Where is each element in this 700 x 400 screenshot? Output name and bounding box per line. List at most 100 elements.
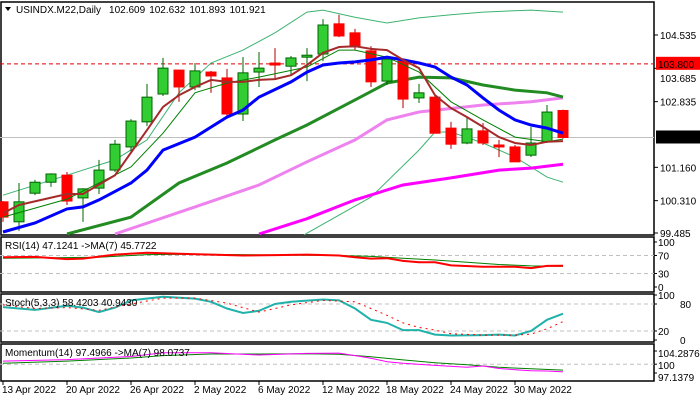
bullish-candle-body — [13, 201, 25, 223]
momentum-tick-label: 104.2876 — [658, 349, 700, 360]
stoch-plot — [0, 295, 654, 337]
candle[interactable] — [253, 52, 265, 87]
candle[interactable] — [557, 109, 569, 139]
candle[interactable] — [93, 159, 105, 194]
candle[interactable] — [525, 126, 537, 158]
candle[interactable] — [445, 121, 457, 149]
open-value: 102.609 — [109, 5, 146, 16]
stoch-tick-label: 100 — [658, 291, 675, 302]
candle[interactable] — [45, 173, 57, 187]
ma-blue-line — [2, 55, 564, 234]
rsi-line — [2, 251, 564, 270]
date-label: 12 May 2022 — [322, 385, 380, 396]
rsi-panel-frame[interactable] — [0, 236, 655, 293]
current-price-tag — [656, 130, 700, 144]
candle[interactable] — [157, 57, 169, 96]
bearish-candle-body — [269, 62, 281, 66]
candle[interactable] — [413, 83, 425, 104]
candle[interactable] — [125, 119, 137, 153]
price-tick-label: 100.310 — [660, 197, 697, 208]
bearish-candle-body — [493, 144, 505, 148]
date-label: 24 May 2022 — [450, 385, 508, 396]
bullish-candle-body — [93, 169, 105, 189]
candle[interactable] — [461, 117, 473, 145]
candle[interactable] — [29, 179, 41, 196]
date-label: 6 May 2022 — [258, 385, 311, 396]
close-value: 101.921 — [230, 5, 267, 16]
date-label: 26 Apr 2022 — [130, 385, 184, 396]
candle[interactable] — [205, 70, 217, 93]
bullish-candle-body — [141, 96, 153, 123]
rsi-tick-label: 100 — [658, 238, 675, 249]
dropdown-triangle-icon[interactable] — [5, 7, 11, 11]
candle[interactable] — [365, 46, 377, 87]
stoch-tick-label: 80 — [680, 300, 692, 311]
momentum-tick-label: 100 — [658, 361, 675, 372]
stoch-tick-label: 20 — [658, 327, 670, 338]
momentum-panel-frame[interactable] — [0, 343, 655, 382]
momentum-plot — [0, 352, 654, 373]
stoch-title: Stoch(5,3,3) 58.4203 40.9430 — [5, 298, 138, 309]
ma-thin-green-line — [2, 49, 564, 218]
candle[interactable] — [269, 48, 281, 80]
bullish-candle-body — [413, 92, 425, 99]
candle[interactable] — [0, 201, 9, 222]
date-label: 13 Apr 2022 — [2, 385, 56, 396]
ma-magenta-line — [258, 162, 564, 235]
bearish-candle-body — [333, 23, 345, 37]
bullish-candle-body — [109, 143, 121, 171]
bullish-candle-body — [381, 58, 393, 82]
date-label: 30 May 2022 — [514, 385, 572, 396]
price-tick-label: 101.160 — [660, 163, 697, 174]
candle[interactable] — [429, 95, 441, 134]
current-price-label: 101.921 — [658, 133, 695, 144]
bullish-candle-body — [237, 72, 249, 115]
symbol-title: USINDX.M22,Daily — [16, 5, 101, 16]
bearish-candle-body — [349, 32, 361, 48]
bullish-candle-body — [525, 142, 537, 156]
resistance-price-label: 103.800 — [658, 60, 695, 71]
price-tick-label: 103.685 — [660, 74, 697, 85]
ma-brown-line — [2, 45, 564, 215]
bullish-candle-body — [317, 24, 329, 55]
momentum-title: Momentum(14) 97.4966 ->MA(7) 98.0737 — [5, 348, 190, 359]
bearish-candle-body — [445, 127, 457, 145]
date-label: 2 May 2022 — [194, 385, 247, 396]
candle[interactable] — [109, 139, 121, 173]
bullish-candle-body — [285, 57, 297, 67]
date-label: 20 Apr 2022 — [66, 385, 120, 396]
bullish-candle-body — [461, 128, 473, 144]
candle[interactable] — [333, 14, 345, 38]
price-tick-label: 99.485 — [660, 229, 691, 240]
bearish-candle-body — [509, 146, 521, 163]
bearish-candle-body — [0, 201, 9, 218]
candle[interactable] — [221, 68, 233, 116]
stoch-panel-frame[interactable] — [0, 293, 655, 343]
main-plot — [0, 9, 654, 235]
rsi-tick-label: 30 — [658, 270, 670, 281]
rsi-tick-label: 70 — [658, 252, 670, 263]
candle[interactable] — [493, 139, 505, 158]
stoch-tick-label: 0 — [680, 336, 686, 347]
price-tick-label: 104.535 — [660, 31, 697, 42]
candle[interactable] — [509, 144, 521, 163]
candle[interactable] — [141, 83, 153, 127]
bearish-candle-body — [173, 69, 185, 88]
resistance-price-tag — [656, 56, 700, 70]
candle[interactable] — [13, 183, 25, 231]
bullish-candle-body — [253, 67, 265, 73]
bullish-candle-body — [157, 67, 169, 95]
price-tick-label: 102.835 — [660, 98, 697, 109]
candle[interactable] — [173, 69, 185, 102]
bearish-candle-body — [221, 77, 233, 115]
bullish-candle-body — [29, 181, 41, 194]
bearish-candle-body — [365, 50, 377, 83]
high-value: 102.632 — [149, 5, 186, 16]
candle[interactable] — [285, 55, 297, 76]
bearish-candle-body — [477, 130, 489, 144]
bearish-candle-body — [557, 110, 569, 138]
momentum-tick-label: 97.1379 — [658, 373, 695, 384]
candle[interactable] — [381, 57, 393, 85]
